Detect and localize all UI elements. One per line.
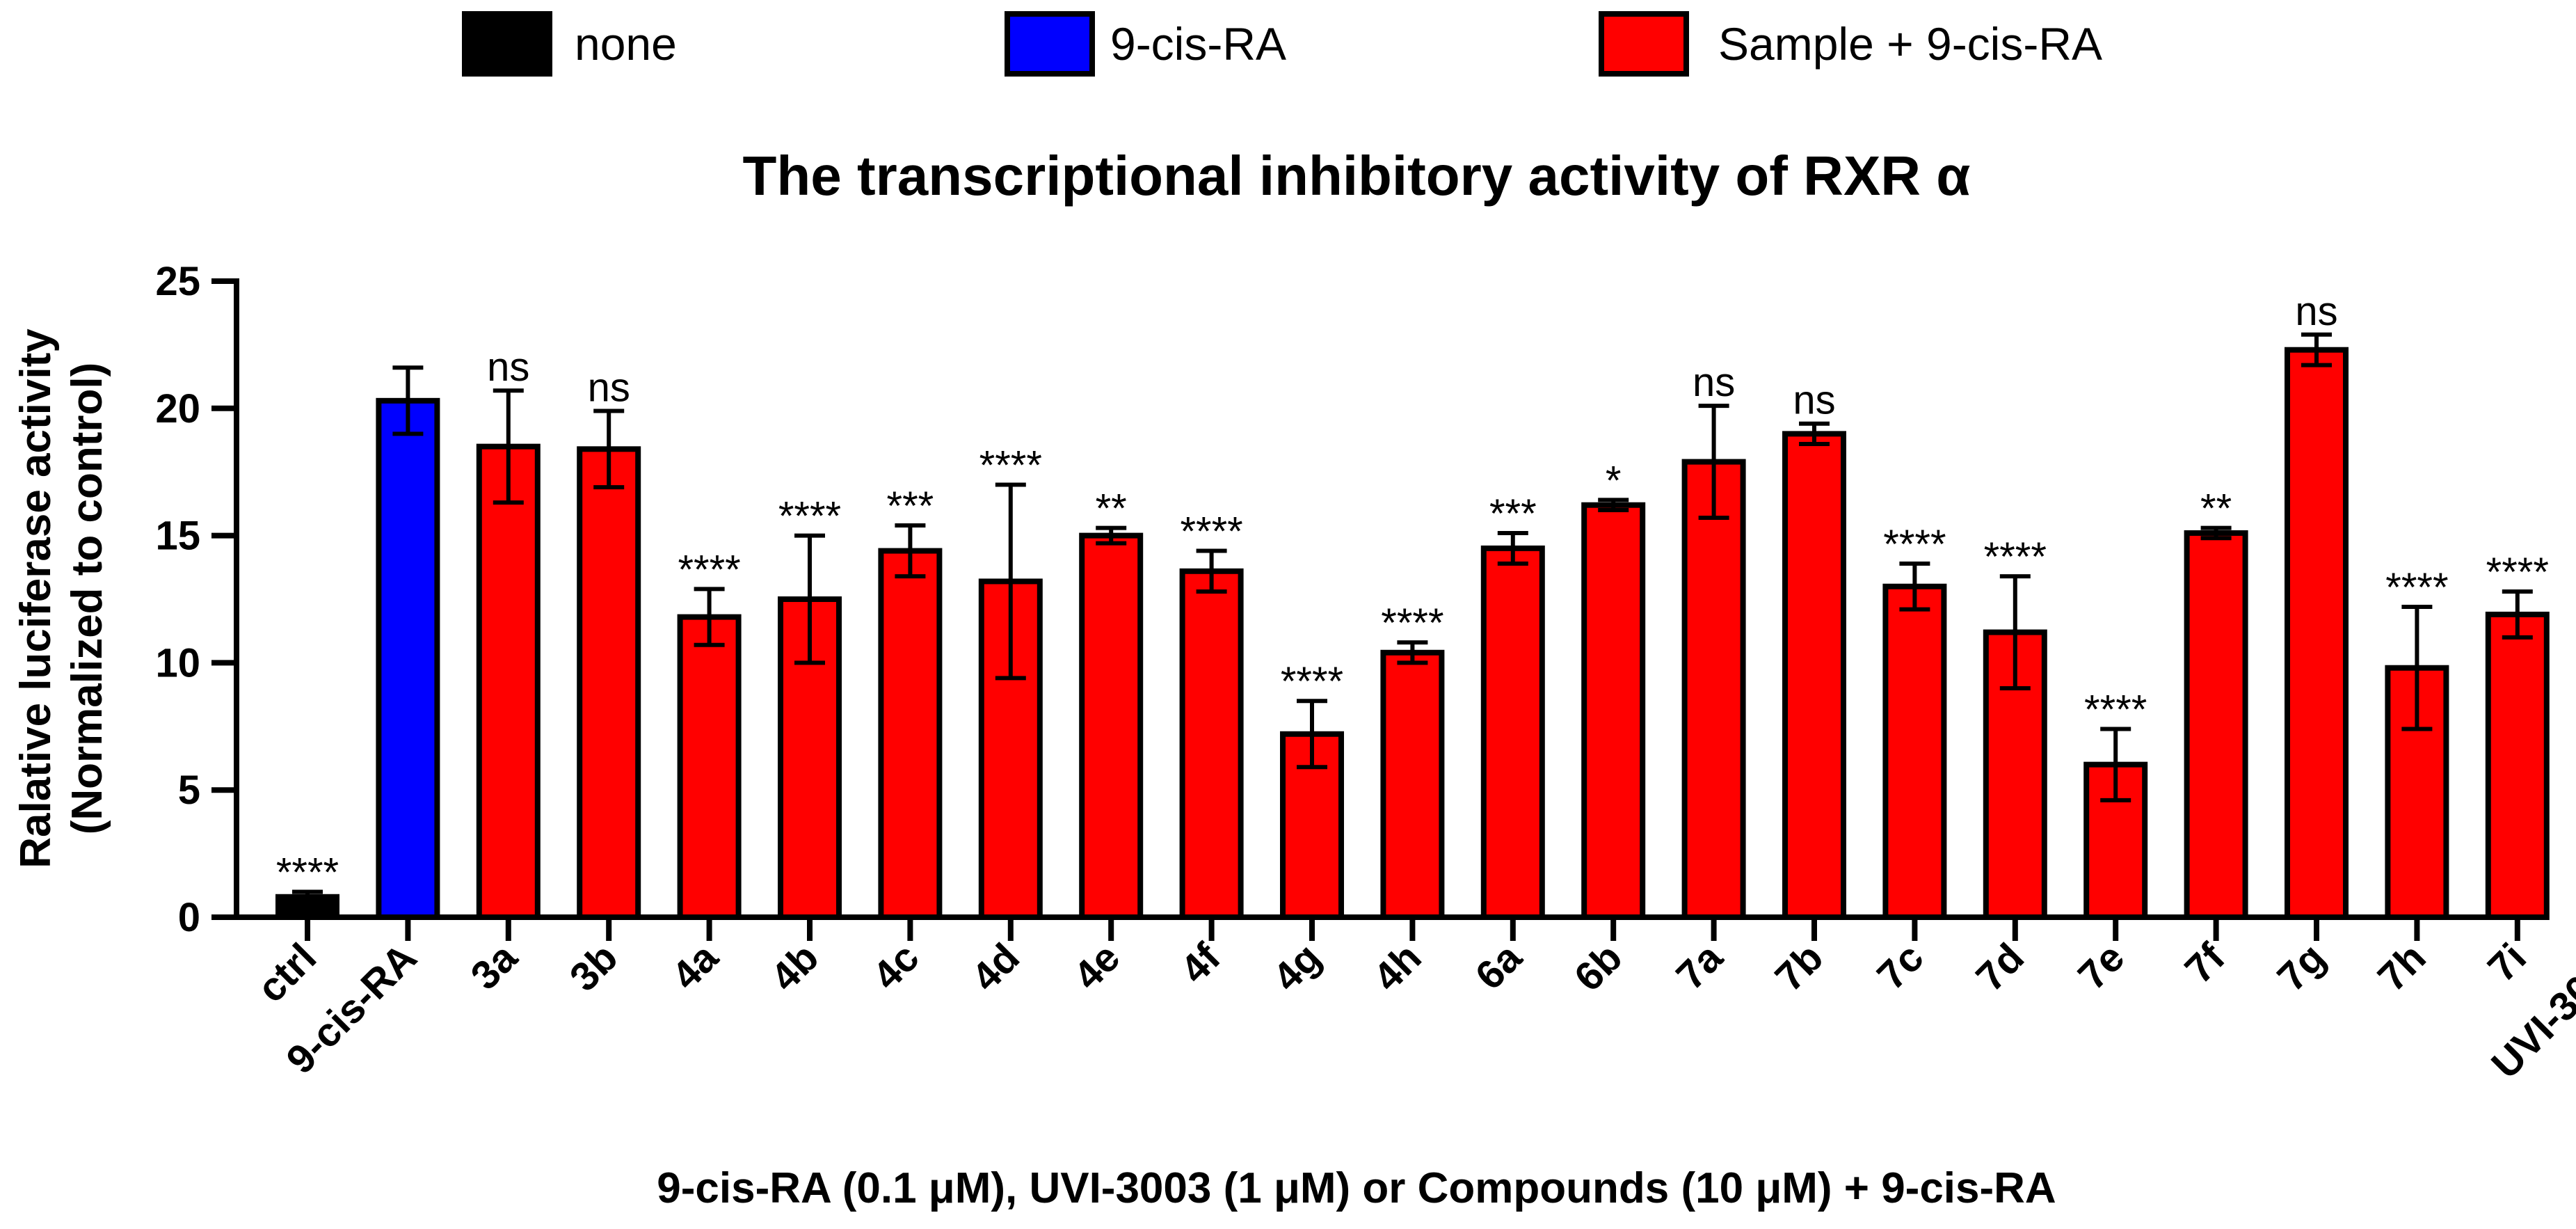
chart-title: The transcriptional inhibitory activity … (743, 145, 1971, 207)
x-tick-label: 4c (864, 935, 928, 999)
significance-label: **** (2385, 565, 2448, 610)
legend-item-none: none (462, 11, 677, 77)
bar-7b (1782, 431, 1846, 920)
significance-label: ns (1793, 378, 1835, 423)
bar-6a (1480, 545, 1545, 920)
significance-label: **** (1381, 601, 1443, 646)
x-axis-label: 9-cis-RA (0.1 μM), UVI-3003 (1 μM) or Co… (657, 1164, 2056, 1212)
bar-4c (878, 548, 943, 920)
bar-4e (1079, 532, 1144, 920)
y-tick-label: 5 (178, 768, 200, 813)
significance-label: ns (1693, 360, 1735, 405)
bar-3b (577, 446, 641, 920)
x-tick-label: 7e (2070, 935, 2134, 999)
legend-item-9-cis-ra: 9-cis-RA (1005, 11, 1286, 77)
legend-item-sample: Sample + 9-cis-RA (1599, 11, 2102, 77)
significance-label: ** (2200, 486, 2232, 532)
bar-3a (476, 443, 541, 920)
significance-label: *** (887, 484, 934, 529)
legend: none 9-cis-RA Sample + 9-cis-RA (462, 11, 2102, 77)
significance-label: **** (276, 850, 339, 895)
bar-4a (677, 614, 742, 920)
significance-label: * (1606, 458, 1622, 503)
x-tick-label: 4a (663, 935, 727, 999)
bar-4h (1380, 649, 1445, 920)
y-tick-label: 20 (155, 386, 200, 431)
bar-7c (1882, 583, 1947, 920)
x-tick-label: 4b (762, 935, 827, 1000)
bar-6b (1581, 502, 1646, 920)
x-tick-label: 7b (1766, 935, 1832, 1000)
bar-9-cis-ra (376, 397, 440, 920)
significance-label: **** (2486, 550, 2549, 595)
x-tick-label: 7g (2269, 935, 2334, 1000)
bar-7g (2285, 347, 2349, 921)
x-tick-label: 7h (2369, 935, 2435, 1000)
x-tick-label: 7f (2176, 935, 2234, 992)
y-tick-label: 10 (155, 640, 200, 685)
x-tick-label: 4d (963, 935, 1028, 1000)
significance-label: **** (2084, 687, 2147, 732)
x-tick-label: 7d (1967, 935, 2033, 1000)
significance-label: ns (588, 365, 630, 410)
y-axis: 0 5 10 15 20 25 (155, 259, 239, 940)
significance-label: *** (1489, 491, 1537, 537)
y-tick-label: 25 (155, 259, 200, 304)
bar-7f (2184, 530, 2248, 920)
significance-label: ns (2295, 289, 2337, 334)
x-tick-label: 4f (1171, 935, 1229, 992)
significance-label: ** (1096, 486, 1127, 532)
y-tick-label: 0 (178, 895, 200, 940)
x-tick-label: ctrl (248, 935, 325, 1011)
legend-label-none: none (575, 18, 677, 70)
x-tick-label: 4g (1264, 935, 1329, 1000)
bar-7i (2485, 611, 2550, 920)
x-tick-label: 4h (1365, 935, 1430, 1000)
x-tick-label: 6a (1466, 935, 1530, 999)
x-tick-label: 7i (2479, 935, 2535, 990)
y-tick-label: 15 (155, 514, 200, 559)
bar-7a (1681, 459, 1746, 920)
x-tick-label: 7a (1667, 935, 1731, 999)
legend-label-9-cis-ra: 9-cis-RA (1110, 18, 1286, 70)
x-tick-label: 4e (1065, 935, 1129, 999)
significance-label: **** (1883, 522, 1946, 567)
significance-label: **** (979, 443, 1042, 488)
y-axis-label-line1: Ralative luciferase activity (12, 328, 60, 869)
legend-swatch-sample (1599, 11, 1689, 77)
legend-swatch-none (462, 11, 552, 77)
significance-label: **** (678, 547, 740, 592)
y-axis-label: Ralative luciferase activity (Normalized… (12, 328, 111, 869)
bar-4f (1179, 568, 1244, 920)
x-tick-label: 3b (561, 935, 627, 1000)
x-tick-label: 6b (1566, 935, 1631, 1000)
bars: ****ns ns******** ************************… (275, 289, 2550, 921)
y-axis-label-line2: (Normalized to control) (63, 363, 111, 835)
significance-label: **** (1180, 509, 1242, 555)
x-tick-label: 7c (1869, 935, 1933, 999)
significance-label: **** (1281, 659, 1343, 704)
significance-label: ns (487, 344, 529, 390)
significance-label: **** (778, 494, 841, 539)
significance-label: **** (1984, 534, 2047, 580)
legend-swatch-9-cis-ra (1005, 11, 1095, 77)
legend-label-sample: Sample + 9-cis-RA (1718, 18, 2102, 70)
x-tick-label: 3a (462, 935, 526, 999)
